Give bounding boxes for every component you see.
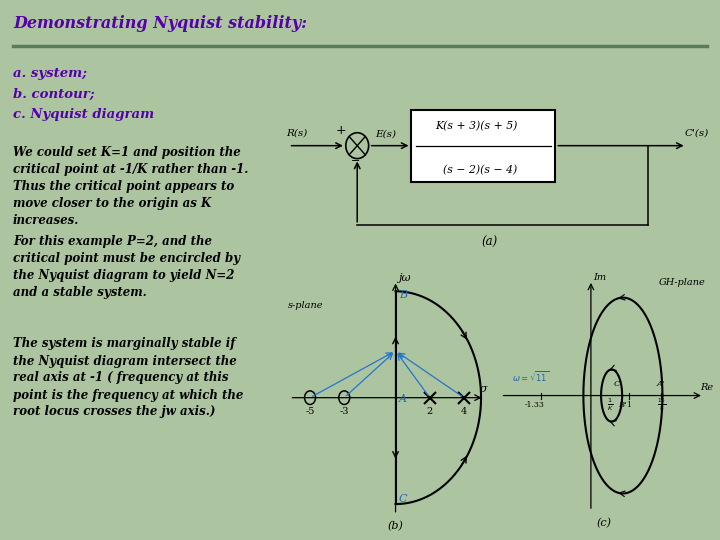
Text: A: A (399, 394, 407, 404)
Text: $\frac{1}{K}$: $\frac{1}{K}$ (607, 396, 613, 413)
Text: b. contour;: b. contour; (13, 87, 94, 100)
Text: B': B' (618, 401, 626, 409)
Text: B: B (399, 289, 407, 300)
Text: $\omega=\sqrt{11}$: $\omega=\sqrt{11}$ (512, 369, 549, 383)
Text: s-plane: s-plane (288, 301, 323, 310)
Text: jω: jω (398, 273, 410, 282)
Text: E(s): E(s) (375, 129, 397, 138)
Text: a. system;: a. system; (13, 68, 87, 80)
Text: (b): (b) (387, 521, 403, 531)
Text: −: − (351, 156, 360, 166)
Text: σ: σ (480, 384, 487, 394)
Bar (411, 110, 555, 181)
Text: R(s): R(s) (287, 128, 307, 137)
Text: c. Nyquist diagram: c. Nyquist diagram (13, 108, 154, 121)
Text: Demonstrating Nyquist stability:: Demonstrating Nyquist stability: (13, 15, 307, 32)
Text: GH-plane: GH-plane (659, 278, 706, 287)
Text: (a): (a) (482, 237, 498, 249)
Text: Re: Re (700, 382, 714, 392)
Text: -1.33: -1.33 (524, 401, 544, 409)
Text: For this example P=2, and the
critical point must be encircled by
the Nyquist di: For this example P=2, and the critical p… (13, 235, 240, 299)
Text: C'(s): C'(s) (685, 128, 708, 137)
Text: The system is marginally stable if
the Nyquist diagram intersect the
real axis a: The system is marginally stable if the N… (13, 338, 243, 418)
Text: -5: -5 (305, 407, 315, 416)
Text: -3: -3 (340, 407, 349, 416)
Text: 2: 2 (427, 407, 433, 416)
Text: $\frac{15}{8}$: $\frac{15}{8}$ (657, 396, 666, 413)
Text: We could set K=1 and position the
critical point at -1/K rather than -1.
Thus th: We could set K=1 and position the critic… (13, 146, 248, 227)
Text: Im: Im (593, 273, 607, 282)
Text: 4: 4 (461, 407, 467, 416)
Text: K(s + 3)(s + 5): K(s + 3)(s + 5) (435, 120, 517, 131)
Text: +: + (336, 124, 346, 137)
Text: C: C (399, 494, 408, 504)
Text: C': C' (613, 380, 622, 388)
Text: A': A' (657, 380, 665, 388)
Text: 1: 1 (626, 401, 631, 409)
Text: (c): (c) (597, 518, 611, 528)
Text: (s − 2)(s − 4): (s − 2)(s − 4) (444, 165, 518, 176)
